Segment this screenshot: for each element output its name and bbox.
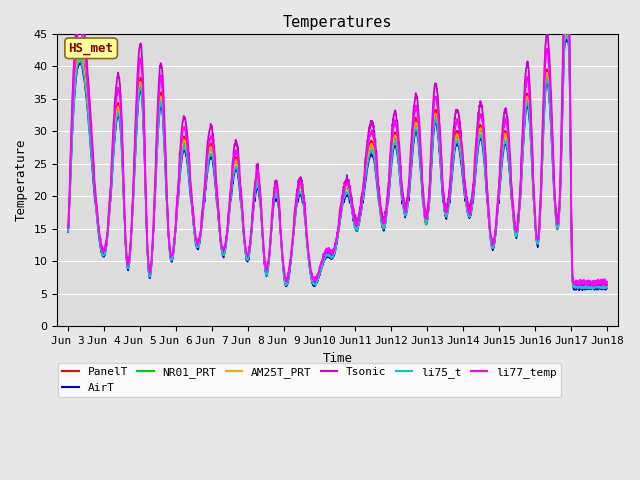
Y-axis label: Temperature: Temperature [15,139,28,221]
AM25T_PRT [582,286,590,291]
AM25T_PRT [556,211,563,216]
li77_temp [214,211,222,216]
AM25T_PRT [365,152,372,157]
AM25T_PRT [214,213,222,218]
Line: Tsonic: Tsonic [68,0,607,288]
X-axis label: Time: Time [323,352,353,365]
li75_t [589,287,596,292]
AirT [579,288,586,293]
NR01_PRT [65,228,72,234]
PanelT [494,204,502,210]
Tsonic [353,223,361,229]
Line: li77_temp: li77_temp [68,0,607,286]
NR01_PRT [214,215,222,220]
Line: AM25T_PRT: AM25T_PRT [68,30,607,288]
PanelT [214,216,222,221]
AirT [563,36,570,42]
Line: AirT: AirT [68,39,607,290]
li77_temp [556,206,563,212]
AirT [571,286,579,292]
Tsonic [494,195,502,201]
AM25T_PRT [65,227,72,232]
PanelT [578,286,586,291]
AM25T_PRT [353,225,361,230]
Tsonic [65,226,72,232]
NR01_PRT [562,29,570,35]
AirT [214,217,222,223]
NR01_PRT [494,205,502,211]
Title: Temperatures: Temperatures [283,15,392,30]
Tsonic [214,205,222,211]
AM25T_PRT [563,27,570,33]
AM25T_PRT [603,284,611,290]
li75_t [353,228,361,234]
li75_t [571,285,579,290]
li77_temp [353,222,361,228]
Text: HS_met: HS_met [68,42,114,55]
PanelT [353,226,361,232]
NR01_PRT [556,212,563,218]
NR01_PRT [580,286,588,291]
li77_temp [65,224,72,230]
li77_temp [571,279,579,285]
Line: li75_t: li75_t [68,36,607,289]
NR01_PRT [365,151,372,157]
PanelT [556,210,563,216]
AirT [603,285,611,291]
li77_temp [591,283,599,289]
li75_t [563,34,570,39]
AirT [65,229,72,235]
Legend: PanelT, AirT, NR01_PRT, AM25T_PRT, Tsonic, li75_t, li77_temp: PanelT, AirT, NR01_PRT, AM25T_PRT, Tsoni… [58,362,561,397]
li77_temp [603,279,611,285]
li75_t [603,284,611,289]
AirT [365,159,372,165]
PanelT [65,225,72,231]
Tsonic [556,203,563,208]
li75_t [556,211,563,217]
PanelT [603,284,611,289]
AM25T_PRT [494,205,502,211]
li75_t [65,228,72,234]
NR01_PRT [353,227,361,232]
li77_temp [365,138,372,144]
Tsonic [571,283,579,288]
NR01_PRT [603,284,611,290]
AirT [556,215,563,221]
PanelT [563,23,570,28]
NR01_PRT [571,284,579,290]
AirT [494,207,502,213]
Tsonic [365,129,372,134]
li75_t [494,205,502,211]
li77_temp [563,0,571,2]
PanelT [365,146,372,152]
Line: NR01_PRT: NR01_PRT [68,32,607,288]
AM25T_PRT [571,283,579,288]
li77_temp [494,200,502,206]
Tsonic [603,282,611,288]
AirT [353,228,361,234]
PanelT [571,282,579,288]
Line: PanelT: PanelT [68,25,607,288]
li75_t [365,156,372,162]
Tsonic [602,285,609,290]
li75_t [214,215,222,221]
